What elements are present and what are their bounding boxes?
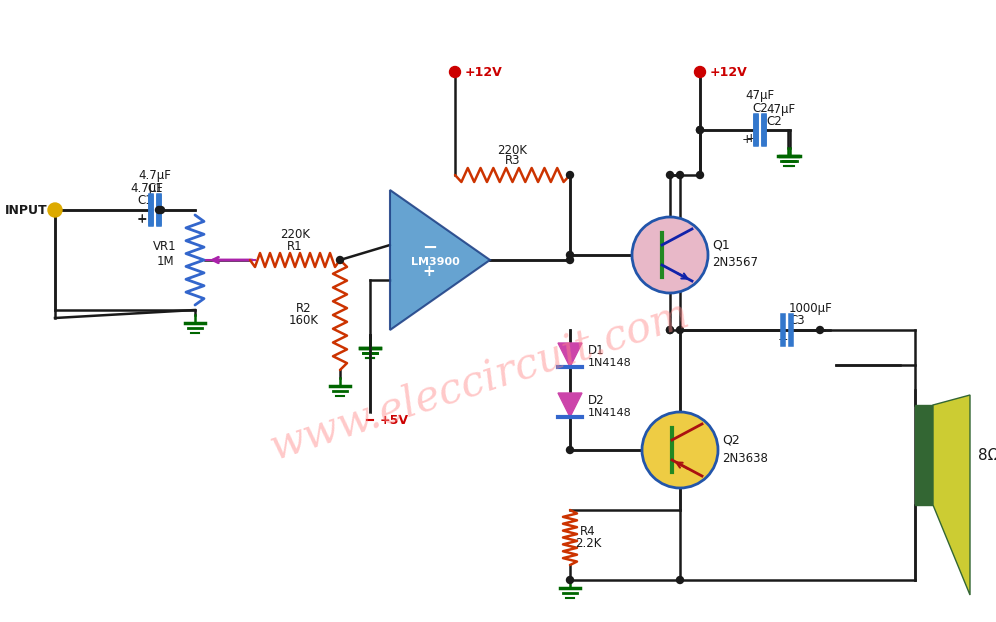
Circle shape (157, 207, 164, 213)
Text: C3: C3 (789, 314, 805, 327)
Circle shape (337, 256, 344, 264)
Text: 2N3638: 2N3638 (722, 452, 768, 465)
Circle shape (696, 126, 703, 134)
Text: INPUT: INPUT (4, 203, 47, 216)
Text: 47μF: 47μF (766, 103, 795, 116)
Text: +: + (741, 133, 752, 146)
Circle shape (666, 327, 673, 333)
Circle shape (676, 172, 683, 179)
Circle shape (567, 577, 574, 583)
Text: +: + (136, 212, 147, 225)
Text: 160K: 160K (289, 315, 319, 328)
Circle shape (666, 172, 673, 179)
Text: 2.2K: 2.2K (575, 537, 602, 550)
Text: +12V: +12V (465, 65, 503, 78)
Text: 1N4148: 1N4148 (588, 408, 631, 418)
Circle shape (567, 447, 574, 453)
Text: 1N4148: 1N4148 (588, 358, 631, 368)
Text: C1: C1 (137, 194, 152, 207)
Text: 47μF: 47μF (745, 90, 775, 103)
Text: R2: R2 (296, 302, 312, 315)
Polygon shape (558, 343, 582, 367)
Text: LM3900: LM3900 (410, 257, 459, 267)
Text: C2: C2 (766, 115, 782, 128)
Circle shape (817, 327, 824, 333)
Circle shape (567, 256, 574, 264)
Circle shape (676, 577, 683, 583)
Circle shape (676, 327, 683, 333)
Circle shape (694, 67, 705, 78)
Text: +: + (422, 264, 434, 279)
Text: 8Ω: 8Ω (978, 447, 996, 463)
Circle shape (632, 217, 708, 293)
Text: 1000μF: 1000μF (789, 302, 833, 315)
Circle shape (696, 172, 703, 179)
Text: D2: D2 (588, 394, 605, 407)
Text: 4.7μF: 4.7μF (138, 170, 171, 182)
Bar (915, 405, 933, 505)
Polygon shape (390, 190, 490, 330)
Circle shape (666, 327, 673, 333)
Text: +: + (136, 213, 147, 226)
Text: D1: D1 (588, 343, 605, 356)
Circle shape (642, 412, 718, 488)
Text: R4: R4 (581, 525, 596, 538)
Text: R3: R3 (505, 154, 520, 167)
Text: +5V: +5V (380, 414, 409, 427)
Text: +: + (745, 132, 756, 145)
Polygon shape (933, 395, 970, 595)
Circle shape (567, 172, 574, 179)
Text: C1: C1 (147, 182, 163, 195)
Text: 1M: 1M (156, 255, 174, 268)
Text: +: + (778, 333, 788, 346)
Polygon shape (558, 393, 582, 417)
Circle shape (155, 207, 162, 213)
Text: 4.7μF: 4.7μF (130, 182, 163, 195)
Circle shape (449, 67, 460, 78)
Text: www.eleccircuit.com: www.eleccircuit.com (265, 292, 695, 468)
Text: +12V: +12V (710, 65, 748, 78)
Text: 220K: 220K (497, 144, 528, 157)
Circle shape (365, 415, 375, 425)
Text: VR1: VR1 (153, 240, 177, 253)
Text: Q2: Q2 (722, 434, 740, 447)
Circle shape (48, 203, 62, 217)
Circle shape (567, 251, 574, 259)
Text: −: − (422, 239, 437, 257)
Circle shape (696, 126, 703, 134)
Text: C2: C2 (752, 101, 768, 114)
Text: 220K: 220K (280, 228, 310, 241)
Text: 2N3567: 2N3567 (712, 256, 758, 269)
Text: R1: R1 (287, 239, 303, 253)
Text: Q1: Q1 (712, 238, 730, 251)
